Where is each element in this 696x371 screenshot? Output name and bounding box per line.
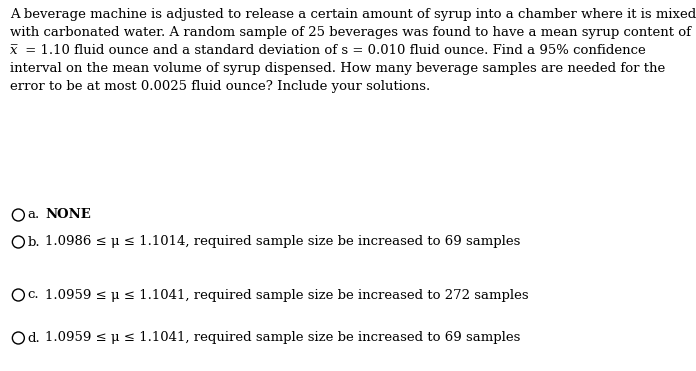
Text: 1.0959 ≤ μ ≤ 1.1041, required sample size be increased to 69 samples: 1.0959 ≤ μ ≤ 1.1041, required sample siz… xyxy=(45,332,521,345)
Text: = 1.10 fluid ounce and a standard deviation of s = 0.010 fluid ounce. Find a 95%: = 1.10 fluid ounce and a standard deviat… xyxy=(21,44,646,57)
Text: error to be at most 0.0025 fluid ounce? Include your solutions.: error to be at most 0.0025 fluid ounce? … xyxy=(10,80,430,93)
Text: with carbonated water. A random sample of 25 beverages was found to have a mean : with carbonated water. A random sample o… xyxy=(10,26,691,39)
Text: b.: b. xyxy=(28,236,40,249)
Text: 1.0959 ≤ μ ≤ 1.1041, required sample size be increased to 272 samples: 1.0959 ≤ μ ≤ 1.1041, required sample siz… xyxy=(45,289,529,302)
Text: NONE: NONE xyxy=(45,209,91,221)
Text: d.: d. xyxy=(28,332,40,345)
Text: A beverage machine is adjusted to release a certain amount of syrup into a chamb: A beverage machine is adjusted to releas… xyxy=(10,8,696,21)
Text: 1.0986 ≤ μ ≤ 1.1014, required sample size be increased to 69 samples: 1.0986 ≤ μ ≤ 1.1014, required sample siz… xyxy=(45,236,521,249)
Text: c.: c. xyxy=(28,289,40,302)
Text: x̅: x̅ xyxy=(10,44,17,57)
Text: a.: a. xyxy=(28,209,40,221)
Text: interval on the mean volume of syrup dispensed. How many beverage samples are ne: interval on the mean volume of syrup dis… xyxy=(10,62,665,75)
